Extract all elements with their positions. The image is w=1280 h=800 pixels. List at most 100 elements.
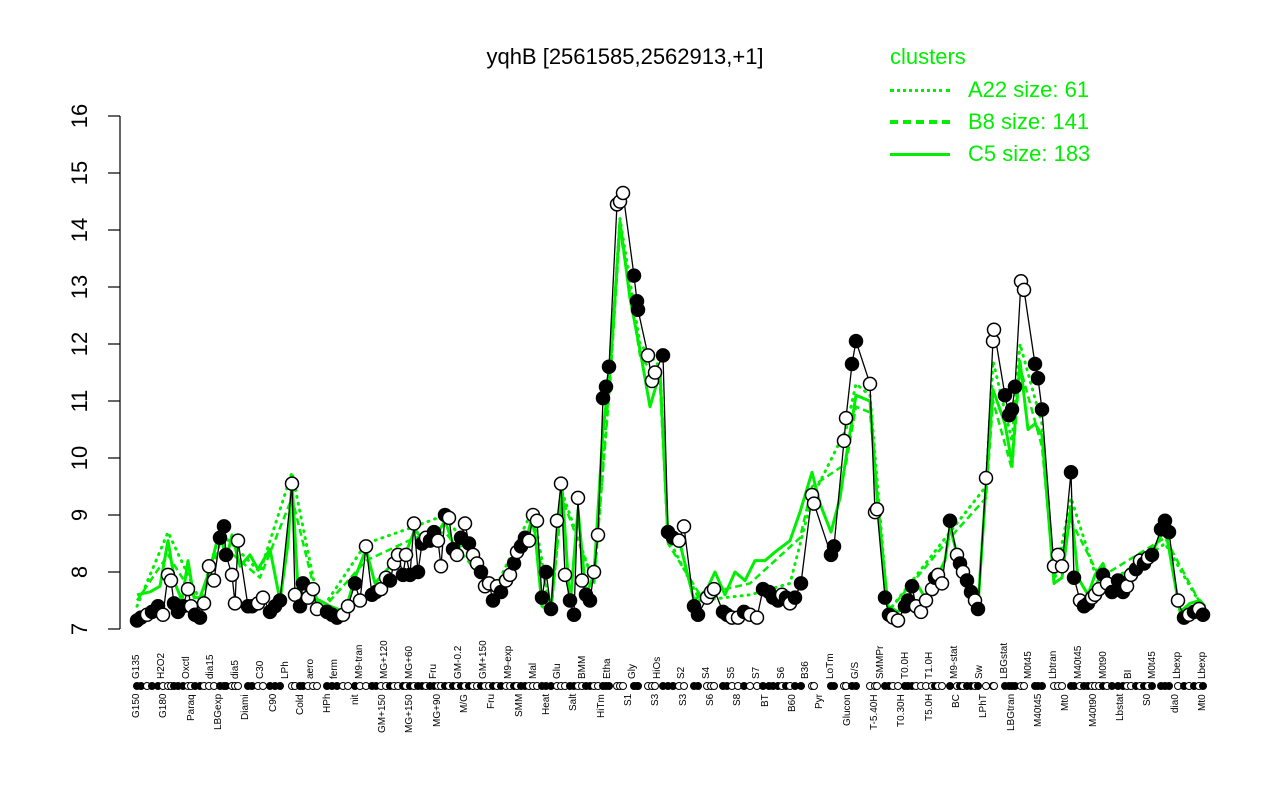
y-tick-label: 9	[67, 508, 92, 522]
x-tick-label-lower: MG+150	[404, 694, 416, 733]
x-tick-label-lower: HiTm	[595, 694, 607, 718]
x-tick-label-upper: S6	[775, 666, 787, 679]
x-tick-label-upper: Fru	[428, 664, 440, 679]
x-tick-label-lower: Fru	[486, 694, 498, 709]
x-tick-label-upper: GM-0.2	[453, 645, 465, 679]
y-axis	[108, 115, 121, 630]
legend-label: B8 size: 141	[968, 109, 1090, 134]
x-tick-label-lower: S0	[1142, 694, 1154, 707]
x-tick-label-upper: dia5	[230, 660, 242, 679]
x-tick-label-lower: MG+90	[431, 694, 443, 728]
x-tick-label-lower: S3	[650, 694, 662, 707]
x-tick-label-upper: H2O2	[155, 652, 167, 679]
x-tick-label-upper: Lbexp	[1197, 651, 1208, 679]
x-tick-label-lower: T-5.40H	[869, 694, 880, 730]
x-tick-label-upper: M9-tran	[354, 644, 366, 679]
x-tick-label-lower: Glucon	[841, 694, 853, 726]
y-tick-label: 14	[67, 217, 92, 243]
x-tick-label-upper: GM+150	[478, 640, 490, 679]
x-tick-label-upper: S5	[725, 666, 737, 679]
legend-label: A22 size: 61	[968, 77, 1090, 102]
x-tick-label-upper: SMMPr	[874, 645, 886, 679]
legend-label: C5 size: 183	[968, 141, 1091, 166]
x-tick-label-upper: Gly	[626, 664, 638, 679]
x-tick-label-lower: nit	[349, 694, 361, 705]
chart-title: yqhB [2561585,2562913,+1]	[486, 44, 764, 69]
x-tick-label-upper: C30	[254, 660, 266, 679]
y-tick-label: 11	[67, 389, 92, 413]
x-tick-label-upper: S4	[701, 666, 713, 679]
legend-entry-c5: C5 size: 183	[890, 138, 1090, 170]
x-tick-label-lower: B60	[787, 694, 798, 712]
legend-entry-a22: A22 size: 61	[890, 74, 1090, 106]
x-tick-label-upper: T0.0H	[899, 651, 911, 679]
legend-entry-b8: B8 size: 141	[890, 106, 1090, 138]
x-tick-label-lower: LBGtran	[1005, 694, 1017, 732]
x-tick-label-lower: Heat	[541, 694, 552, 716]
x-tick-label-upper: G135	[131, 654, 142, 679]
x-tick-label-upper: Etha	[602, 658, 614, 679]
dotted-line-icon	[890, 88, 950, 92]
x-tick-label-lower: Mt0	[1197, 694, 1208, 711]
x-tick-label-lower: S6	[705, 694, 716, 707]
x-tick-label-lower: GM+150	[377, 694, 388, 733]
x-tick-label-lower: M40t45	[1033, 694, 1044, 728]
x-tick-label-upper: M0t45	[1023, 651, 1035, 679]
x-tick-label-lower: SMM	[513, 694, 525, 718]
y-tick-label: 15	[67, 160, 92, 186]
y-tick-label: 10	[67, 445, 92, 471]
x-tick-label-lower: Pyr	[814, 694, 826, 709]
data-points	[129, 185, 1211, 628]
x-tick-label-upper: Lbexp	[1172, 651, 1184, 679]
x-tick-label-lower: Paraq	[185, 694, 197, 721]
solid-line-icon	[890, 152, 950, 156]
x-tick-label-lower: S1	[623, 694, 634, 707]
x-tick-label-upper: Lbtran	[1048, 650, 1060, 679]
x-tick-label-upper: M40t45	[1073, 645, 1085, 679]
x-tick-label-lower: Cold	[295, 694, 306, 715]
x-tick-label-lower: HPh	[322, 694, 334, 714]
x-tick-label-lower: Lbstat	[1115, 694, 1126, 722]
x-tick-label-lower: Mt0	[1060, 694, 1072, 711]
x-tick-label-upper: BI	[1122, 669, 1134, 679]
x-tick-label-lower: dia0	[1169, 694, 1181, 713]
x-tick-label-lower: LPhT	[978, 694, 990, 718]
x-tick-label-upper: Glu	[552, 663, 564, 679]
y-tick-label: 8	[67, 565, 92, 579]
x-tick-label-upper: S2	[676, 666, 688, 679]
x-tick-label-lower: T0.30H	[896, 694, 908, 727]
x-tick-label-lower: T5.0H	[923, 694, 935, 722]
x-tick-label-upper: aero	[304, 658, 316, 679]
x-tick-label-lower: S3	[677, 694, 689, 707]
x-tick-label-upper: M9-stat	[949, 645, 961, 679]
y-tick-label: 7	[67, 622, 92, 636]
x-tick-label-lower: G150	[131, 694, 142, 719]
legend: clusters A22 size: 61 B8 size: 141 C5 si…	[890, 44, 1090, 170]
x-tick-label-upper: LoTm	[825, 653, 837, 679]
x-tick-label-upper: BMM	[577, 655, 589, 679]
x-tick-label-lower: BT	[759, 694, 771, 707]
x-tick-label-upper: HiOs	[651, 656, 663, 679]
x-tick-label-upper: LBGstat	[998, 642, 1010, 679]
x-tick-label-upper: S7	[750, 666, 762, 679]
x-tick-label-upper: T1.0H	[924, 651, 936, 679]
x-tick-label-upper: ferm	[329, 659, 341, 679]
x-tick-label-lower: M/G	[459, 694, 470, 713]
x-tick-label-upper: MG+120	[378, 640, 390, 679]
x-tick-label-lower: Salt	[568, 694, 580, 712]
x-tick-label-upper: B36	[800, 661, 812, 679]
legend-title: clusters	[890, 44, 966, 69]
x-tick-label-upper: MG+60	[403, 645, 415, 679]
x-tick-label-upper: Mal	[527, 662, 539, 679]
x-tick-label-upper: LPh	[279, 661, 291, 679]
x-tick-label-lower: Diami	[240, 694, 252, 720]
x-tick-label-lower: G180	[158, 694, 170, 719]
x-tick-label-upper: M9-exp	[502, 645, 514, 679]
y-tick-label: 13	[67, 274, 92, 300]
x-tick-label-lower: LBGexp	[213, 694, 224, 731]
x-tick-label-lower: C90	[267, 694, 279, 713]
x-tick-label-upper: dia15	[205, 654, 217, 679]
x-tick-label-upper: M0t45	[1147, 651, 1159, 679]
x-tick-label-lower: BC	[951, 694, 962, 708]
